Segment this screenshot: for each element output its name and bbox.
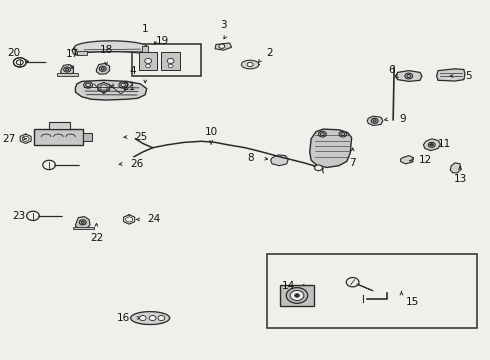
Polygon shape bbox=[215, 43, 232, 50]
Text: 14: 14 bbox=[282, 281, 295, 291]
Text: 12: 12 bbox=[419, 155, 433, 165]
Text: 5: 5 bbox=[465, 71, 472, 81]
Text: 20: 20 bbox=[7, 48, 21, 58]
Bar bbox=[57, 73, 78, 76]
Text: 27: 27 bbox=[2, 134, 16, 144]
Bar bbox=[74, 226, 94, 229]
Circle shape bbox=[43, 160, 55, 170]
Text: 2: 2 bbox=[267, 48, 273, 58]
Bar bbox=[267, 253, 477, 328]
Circle shape bbox=[158, 316, 165, 320]
Circle shape bbox=[167, 58, 174, 63]
Circle shape bbox=[346, 278, 359, 287]
Polygon shape bbox=[75, 217, 90, 229]
Polygon shape bbox=[437, 69, 465, 81]
Circle shape bbox=[146, 64, 150, 68]
Polygon shape bbox=[310, 129, 352, 167]
Text: 3: 3 bbox=[220, 20, 226, 30]
Text: 19: 19 bbox=[156, 36, 169, 46]
Polygon shape bbox=[97, 63, 110, 74]
Text: 21: 21 bbox=[122, 82, 136, 92]
Text: 7: 7 bbox=[349, 158, 356, 168]
Polygon shape bbox=[395, 71, 422, 81]
Circle shape bbox=[247, 62, 253, 67]
Bar bbox=[280, 285, 314, 306]
Polygon shape bbox=[270, 155, 288, 166]
Text: 9: 9 bbox=[399, 114, 406, 124]
Text: 24: 24 bbox=[147, 215, 160, 224]
Polygon shape bbox=[423, 139, 441, 150]
Circle shape bbox=[168, 64, 173, 68]
Text: 23: 23 bbox=[12, 211, 25, 221]
Circle shape bbox=[286, 288, 308, 303]
Polygon shape bbox=[368, 116, 383, 126]
Circle shape bbox=[139, 316, 146, 320]
Text: 6: 6 bbox=[389, 64, 395, 75]
Polygon shape bbox=[74, 41, 147, 55]
Bar bbox=[139, 51, 157, 69]
Circle shape bbox=[219, 44, 225, 48]
Circle shape bbox=[294, 294, 299, 297]
Text: 11: 11 bbox=[438, 139, 451, 149]
Text: 15: 15 bbox=[406, 297, 419, 307]
Polygon shape bbox=[61, 64, 74, 75]
Polygon shape bbox=[242, 60, 259, 69]
Circle shape bbox=[149, 316, 156, 320]
Bar bbox=[161, 51, 180, 69]
Text: 1: 1 bbox=[142, 24, 148, 34]
Text: 22: 22 bbox=[90, 233, 103, 243]
Circle shape bbox=[315, 165, 322, 171]
Polygon shape bbox=[75, 80, 147, 100]
Text: 17: 17 bbox=[65, 49, 78, 59]
Bar bbox=[49, 122, 70, 129]
Bar bbox=[83, 133, 92, 140]
Text: 25: 25 bbox=[135, 132, 148, 142]
Circle shape bbox=[26, 211, 39, 221]
Bar bbox=[77, 51, 87, 55]
Text: 16: 16 bbox=[117, 313, 130, 323]
Bar bbox=[132, 44, 201, 76]
Circle shape bbox=[13, 58, 26, 67]
Text: 4: 4 bbox=[130, 66, 136, 76]
Text: 13: 13 bbox=[453, 174, 466, 184]
Bar bbox=[34, 129, 83, 145]
Bar bbox=[142, 46, 147, 53]
Text: 10: 10 bbox=[204, 127, 218, 136]
Text: 26: 26 bbox=[130, 159, 143, 169]
Polygon shape bbox=[131, 312, 170, 324]
Text: 8: 8 bbox=[247, 153, 253, 163]
Polygon shape bbox=[400, 156, 414, 164]
Text: 18: 18 bbox=[99, 45, 113, 55]
Polygon shape bbox=[450, 163, 461, 173]
Circle shape bbox=[290, 291, 304, 301]
Circle shape bbox=[145, 58, 151, 63]
